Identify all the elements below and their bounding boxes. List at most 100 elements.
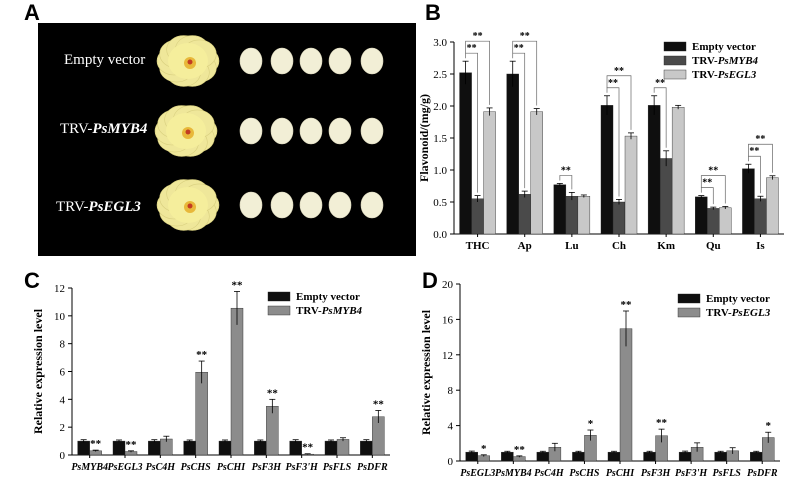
flower-pistil	[187, 203, 193, 209]
petal	[299, 191, 323, 219]
x-tick-label: Km	[657, 240, 675, 252]
chart-d-egl3-expression: 0 4 8 12 16 20 Relative expression level PsEGL3…	[419, 279, 780, 479]
x-tick-label: PsFLS	[323, 462, 352, 473]
legend-swatch	[267, 305, 291, 316]
bar	[266, 406, 279, 456]
petal	[328, 47, 352, 75]
petal	[270, 47, 294, 75]
y-tick-label: 20	[442, 279, 454, 291]
petal	[270, 117, 294, 145]
y-tick-label: 8	[448, 385, 454, 397]
y-tick-label: 16	[442, 314, 454, 326]
significance-marker: **	[302, 442, 314, 454]
y-tick-label: 10	[54, 311, 66, 323]
significance-bracket	[700, 187, 714, 205]
significance-marker: **	[514, 43, 524, 54]
flower-3	[156, 179, 220, 231]
significance-marker: **	[755, 134, 765, 145]
x-tick-label: PsMYB4	[495, 468, 532, 479]
panel-letter-b: B	[425, 0, 441, 25]
significance-marker: **	[514, 444, 526, 456]
flower-2	[154, 105, 218, 157]
x-tick-label: PsC4H	[146, 462, 177, 473]
significance-marker: **	[655, 78, 665, 89]
row-label-egl3: TRV-PsEGL3	[56, 199, 141, 215]
significance-bracket	[512, 40, 538, 106]
bar	[612, 201, 626, 235]
bar	[459, 72, 472, 235]
bar	[714, 451, 727, 462]
x-tick-label: PsEGL3	[460, 468, 495, 479]
bar	[572, 451, 585, 462]
y-tick-label: 4	[448, 421, 454, 433]
chart-c-myb4-expression: 0 2 4 6 8 10 12 Relative expression level PsMYB4…	[31, 279, 390, 473]
significance-marker: **	[608, 78, 618, 89]
legend-label: TRV-PsMYB4	[692, 55, 759, 67]
legend-label: Empty vector	[692, 41, 756, 53]
bar	[289, 440, 302, 456]
significance-bracket	[700, 175, 726, 204]
bar	[707, 208, 720, 235]
bar	[336, 439, 350, 456]
x-tick-label: Lu	[565, 240, 578, 252]
y-tick-label: 2.0	[433, 101, 447, 113]
petal	[299, 47, 323, 75]
flower-pistil	[185, 129, 191, 135]
y-tick-label: 4	[60, 394, 66, 406]
bar	[619, 328, 633, 462]
y-tick-label: 0.0	[433, 229, 447, 241]
significance-marker: **	[473, 31, 483, 42]
bar	[750, 451, 763, 462]
bar	[530, 111, 543, 235]
bar	[565, 196, 579, 235]
row-label-empty: Empty vector	[64, 52, 146, 68]
bar	[518, 194, 531, 235]
bar	[112, 440, 126, 456]
y-tick-label: 0.5	[433, 197, 447, 209]
significance-bracket	[512, 52, 526, 189]
x-tick-label: PsEGL3	[108, 462, 143, 473]
legend-swatch	[267, 291, 291, 302]
y-tick-label: 2	[60, 422, 66, 434]
bar	[607, 451, 621, 462]
bar	[766, 177, 779, 235]
x-tick-label: THC	[466, 240, 490, 252]
y-tick-label: 8	[60, 339, 66, 351]
y-axis-label: Relative expression level	[419, 309, 433, 435]
chart-b-flavonoid: 0.0 0.5 1.0 1.5 2.0 2.5 3.0 Flavonoid/(mg/g) THC…	[418, 31, 784, 252]
y-tick-label: 0	[448, 456, 454, 468]
bar	[624, 135, 638, 235]
bar	[218, 440, 232, 456]
bar	[577, 196, 591, 235]
significance-marker: **	[561, 165, 571, 176]
petal	[328, 191, 352, 219]
significance-bracket	[465, 52, 478, 193]
significance-marker: **	[373, 398, 385, 410]
bar	[553, 184, 567, 235]
significance-marker: **	[621, 299, 633, 311]
y-tick-label: 6	[60, 367, 66, 379]
row-label-myb4: TRV-PsMYB4	[60, 121, 148, 137]
x-tick-label: PsDFR	[357, 462, 388, 473]
petal	[360, 117, 384, 145]
significance-bracket	[748, 155, 761, 194]
y-tick-label: 12	[54, 283, 65, 295]
significance-bracket	[748, 143, 773, 173]
significance-marker: **	[267, 387, 279, 399]
flower-1	[156, 35, 220, 87]
legend-label: Empty vector	[706, 293, 770, 305]
bar	[671, 107, 685, 235]
legend-label: TRV-PsEGL3	[692, 69, 757, 81]
significance-marker: **	[520, 31, 530, 42]
significance-marker: **	[656, 417, 668, 429]
legend-swatch	[663, 55, 687, 66]
x-tick-label: PsF3H	[641, 468, 672, 479]
significance-bracket	[465, 40, 490, 105]
legend: Empty vector TRV-PsMYB4 TRV-PsEGL3	[663, 41, 759, 81]
significance-marker: **	[749, 146, 759, 157]
significance-bracket	[606, 87, 620, 197]
x-tick-label: PsF3'H	[675, 468, 708, 479]
x-tick-label: Ch	[612, 240, 626, 252]
petal	[360, 191, 384, 219]
flower-drawings	[154, 35, 384, 231]
